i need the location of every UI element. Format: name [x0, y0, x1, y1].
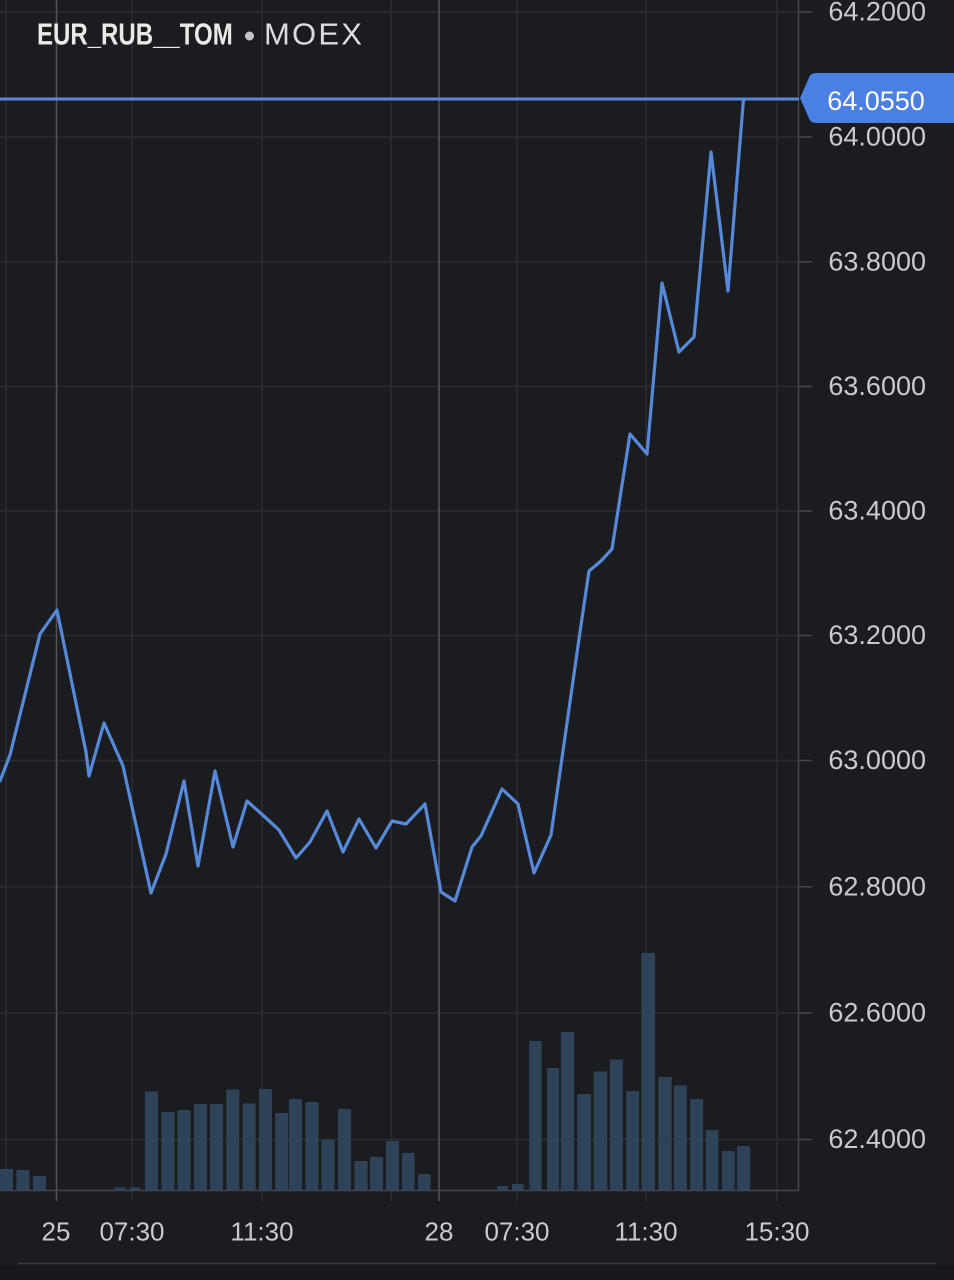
svg-text:63.6000: 63.6000: [828, 371, 926, 401]
svg-text:62.6000: 62.6000: [828, 998, 926, 1028]
svg-text:63.0000: 63.0000: [828, 745, 926, 775]
svg-text:28: 28: [425, 1217, 454, 1247]
svg-text:25: 25: [42, 1217, 71, 1247]
svg-text:EUR_RUB__TOM: EUR_RUB__TOM: [37, 17, 233, 52]
svg-text:MOEX: MOEX: [264, 17, 364, 52]
svg-text:64.0550: 64.0550: [827, 86, 925, 116]
svg-text:63.4000: 63.4000: [828, 496, 926, 526]
svg-text:62.8000: 62.8000: [828, 871, 926, 901]
svg-text:11:30: 11:30: [614, 1217, 677, 1247]
svg-text:63.8000: 63.8000: [828, 247, 926, 277]
svg-text:11:30: 11:30: [230, 1217, 293, 1247]
svg-text:62.4000: 62.4000: [828, 1124, 926, 1154]
svg-text:64.2000: 64.2000: [828, 0, 926, 27]
svg-text:15:30: 15:30: [744, 1217, 809, 1247]
svg-text:07:30: 07:30: [484, 1217, 549, 1247]
svg-text:63.2000: 63.2000: [828, 620, 926, 650]
svg-text:64.0000: 64.0000: [828, 122, 926, 152]
svg-text:07:30: 07:30: [99, 1217, 164, 1247]
